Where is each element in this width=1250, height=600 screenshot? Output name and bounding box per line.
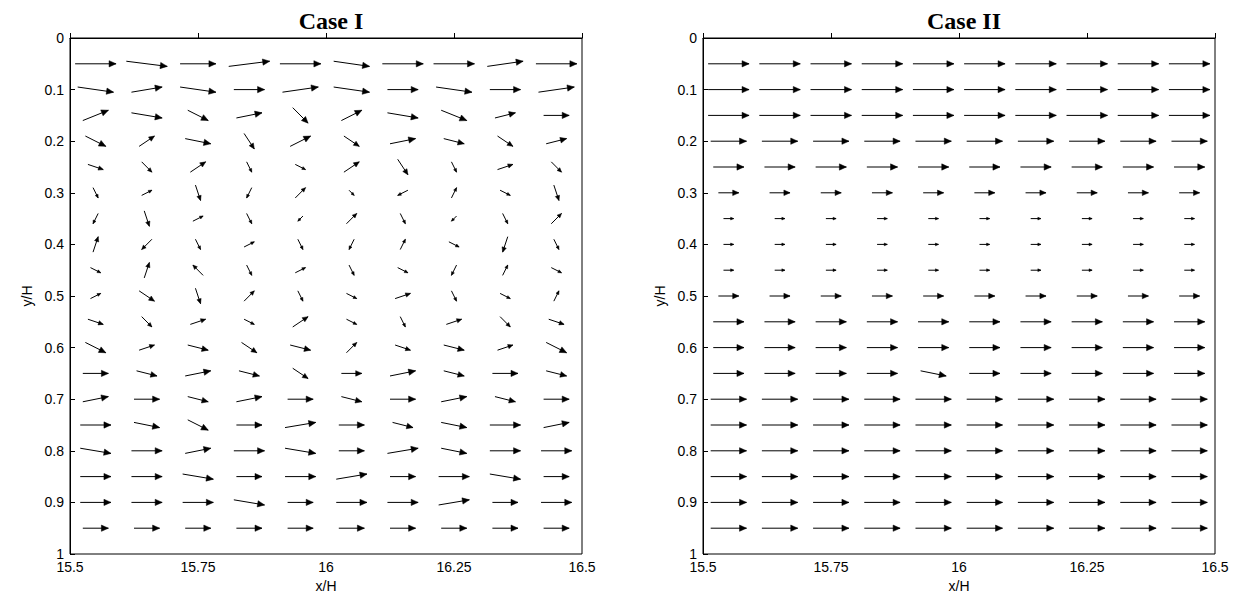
svg-text:16: 16 xyxy=(318,559,334,575)
svg-text:15.75: 15.75 xyxy=(813,559,848,575)
svg-text:x/H: x/H xyxy=(949,578,970,594)
svg-text:0.4: 0.4 xyxy=(678,236,698,252)
svg-text:15.75: 15.75 xyxy=(180,559,215,575)
svg-text:Case II: Case II xyxy=(927,8,1001,34)
svg-text:0.6: 0.6 xyxy=(45,340,65,356)
svg-text:0.6: 0.6 xyxy=(678,340,698,356)
svg-text:Case I: Case I xyxy=(299,8,364,34)
svg-text:0.2: 0.2 xyxy=(45,133,65,149)
svg-text:15.5: 15.5 xyxy=(689,559,716,575)
svg-text:0.3: 0.3 xyxy=(45,185,65,201)
svg-text:0.8: 0.8 xyxy=(45,443,65,459)
svg-text:16.25: 16.25 xyxy=(1069,559,1104,575)
svg-text:0.7: 0.7 xyxy=(678,391,698,407)
svg-text:16.5: 16.5 xyxy=(1201,559,1228,575)
svg-text:0.7: 0.7 xyxy=(45,391,65,407)
svg-text:15.5: 15.5 xyxy=(56,559,83,575)
svg-text:0.9: 0.9 xyxy=(678,494,698,510)
svg-text:16.25: 16.25 xyxy=(436,559,471,575)
svg-text:16.5: 16.5 xyxy=(568,559,595,575)
svg-text:0: 0 xyxy=(56,30,64,46)
svg-text:y/H: y/H xyxy=(652,286,668,307)
svg-text:0.5: 0.5 xyxy=(45,288,65,304)
svg-text:0.1: 0.1 xyxy=(45,82,65,98)
svg-text:0.9: 0.9 xyxy=(45,494,65,510)
svg-text:0.1: 0.1 xyxy=(678,82,698,98)
svg-text:0.2: 0.2 xyxy=(678,133,698,149)
svg-text:1: 1 xyxy=(689,546,697,562)
svg-text:0.4: 0.4 xyxy=(45,236,65,252)
svg-text:y/H: y/H xyxy=(19,286,35,307)
svg-text:1: 1 xyxy=(56,546,64,562)
svg-text:0.8: 0.8 xyxy=(678,443,698,459)
svg-text:0: 0 xyxy=(689,30,697,46)
svg-text:x/H: x/H xyxy=(316,578,337,594)
svg-text:0.5: 0.5 xyxy=(678,288,698,304)
svg-text:16: 16 xyxy=(951,559,967,575)
svg-text:0.3: 0.3 xyxy=(678,185,698,201)
